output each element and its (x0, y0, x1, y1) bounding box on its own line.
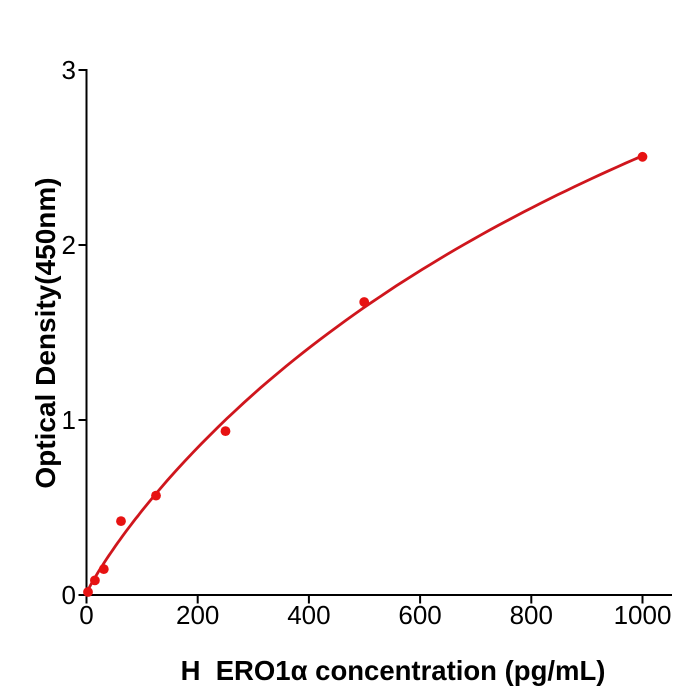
svg-text:3: 3 (62, 55, 76, 85)
svg-text:2: 2 (62, 230, 76, 260)
svg-text:400: 400 (287, 600, 330, 630)
svg-text:0: 0 (79, 600, 93, 630)
svg-text:600: 600 (398, 600, 441, 630)
svg-text:H ERO1α concentration (pg/mL): H ERO1α concentration (pg/mL) (181, 655, 606, 686)
svg-text:Optical Density(450nm): Optical Density(450nm) (30, 177, 61, 488)
svg-text:200: 200 (176, 600, 219, 630)
svg-text:1000: 1000 (614, 600, 672, 630)
svg-text:1: 1 (62, 405, 76, 435)
svg-text:800: 800 (510, 600, 553, 630)
svg-text:0: 0 (62, 580, 76, 610)
